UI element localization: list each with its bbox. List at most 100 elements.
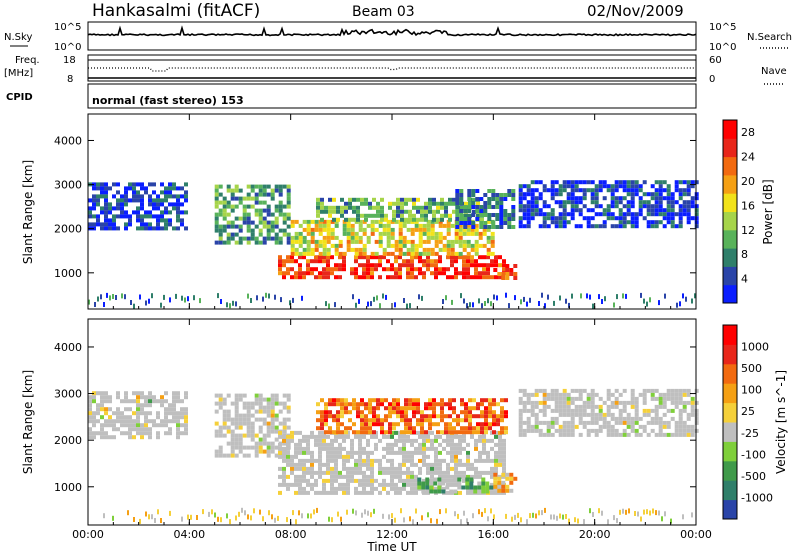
data-cell bbox=[258, 397, 263, 402]
data-cell bbox=[342, 462, 346, 467]
data-cell bbox=[254, 449, 259, 454]
data-cell bbox=[112, 218, 116, 223]
data-cell bbox=[96, 202, 100, 207]
data-cell bbox=[428, 398, 432, 403]
data-cell bbox=[346, 470, 350, 475]
data-cell bbox=[314, 255, 318, 260]
data-cell bbox=[455, 189, 460, 193]
data-cell bbox=[498, 490, 502, 495]
data-cell bbox=[694, 204, 699, 209]
data-cell bbox=[434, 466, 438, 471]
data-cell bbox=[456, 422, 460, 427]
data-cell bbox=[193, 295, 195, 301]
data-cell bbox=[398, 462, 402, 467]
data-cell bbox=[230, 208, 235, 213]
data-cell bbox=[100, 186, 104, 191]
data-cell bbox=[602, 220, 607, 225]
data-cell bbox=[408, 418, 412, 423]
data-cell bbox=[258, 401, 263, 406]
data-cell bbox=[484, 410, 488, 415]
data-cell bbox=[386, 231, 391, 236]
data-cell bbox=[522, 204, 527, 209]
data-cell bbox=[408, 406, 412, 411]
data-cell bbox=[460, 398, 464, 403]
data-cell bbox=[322, 438, 326, 443]
data-cell bbox=[330, 227, 335, 232]
data-cell bbox=[505, 472, 510, 477]
data-cell bbox=[568, 302, 570, 308]
colorbar-swatch bbox=[723, 229, 737, 249]
data-cell bbox=[298, 510, 300, 516]
data-cell bbox=[136, 182, 140, 187]
data-cell bbox=[432, 201, 436, 206]
data-cell bbox=[100, 182, 104, 187]
data-cell bbox=[326, 458, 330, 463]
data-cell bbox=[140, 214, 144, 219]
data-cell bbox=[133, 517, 135, 522]
data-cell bbox=[374, 486, 378, 491]
data-cell bbox=[662, 392, 667, 397]
data-cell bbox=[464, 414, 468, 419]
data-cell bbox=[466, 239, 471, 244]
data-cell bbox=[290, 438, 294, 443]
data-cell bbox=[430, 235, 435, 240]
data-cell bbox=[554, 220, 559, 225]
data-cell bbox=[242, 433, 247, 438]
data-cell bbox=[570, 196, 575, 201]
data-cell bbox=[518, 412, 523, 417]
data-cell bbox=[495, 197, 500, 201]
data-cell bbox=[420, 209, 424, 214]
data-cell bbox=[104, 399, 108, 404]
data-cell bbox=[558, 392, 563, 397]
data-cell bbox=[478, 231, 483, 236]
data-cell bbox=[488, 426, 492, 431]
data-cell bbox=[502, 263, 506, 268]
data-cell bbox=[100, 431, 104, 436]
data-cell bbox=[92, 411, 96, 416]
data-cell bbox=[686, 204, 691, 209]
data-cell bbox=[500, 426, 504, 431]
data-cell bbox=[434, 263, 438, 268]
data-cell bbox=[310, 474, 314, 479]
data-cell bbox=[132, 194, 136, 199]
data-cell bbox=[394, 517, 396, 523]
data-cell bbox=[534, 196, 539, 201]
data-cell bbox=[582, 180, 587, 185]
data-cell bbox=[558, 412, 563, 417]
data-cell bbox=[342, 223, 347, 228]
data-cell bbox=[108, 222, 112, 227]
data-cell bbox=[558, 408, 563, 413]
data-cell bbox=[156, 411, 160, 416]
data-cell bbox=[522, 400, 527, 405]
data-cell bbox=[112, 294, 114, 299]
data-cell bbox=[246, 429, 251, 434]
data-cell bbox=[318, 446, 322, 451]
data-cell bbox=[538, 180, 543, 185]
data-cell bbox=[474, 438, 478, 443]
data-cell bbox=[156, 222, 160, 227]
data-cell bbox=[350, 474, 354, 479]
data-cell bbox=[328, 426, 332, 431]
data-cell bbox=[402, 470, 406, 475]
data-cell bbox=[520, 299, 522, 305]
data-cell bbox=[466, 263, 470, 268]
data-cell bbox=[282, 216, 287, 221]
data-cell bbox=[464, 410, 468, 415]
data-cell bbox=[492, 398, 496, 403]
data-cell bbox=[220, 299, 222, 304]
data-cell bbox=[458, 470, 462, 475]
data-cell bbox=[148, 391, 152, 396]
data-cell bbox=[298, 482, 302, 487]
data-cell bbox=[630, 388, 635, 393]
data-cell bbox=[234, 401, 239, 406]
data-cell bbox=[464, 418, 468, 423]
data-cell bbox=[398, 231, 403, 236]
data-cell bbox=[570, 420, 575, 425]
data-cell bbox=[440, 406, 444, 411]
data-cell bbox=[420, 414, 424, 419]
data-cell bbox=[642, 428, 647, 433]
colorbar-swatch bbox=[723, 499, 737, 520]
data-cell bbox=[180, 222, 184, 227]
data-cell bbox=[404, 398, 408, 403]
data-cell bbox=[606, 204, 611, 209]
